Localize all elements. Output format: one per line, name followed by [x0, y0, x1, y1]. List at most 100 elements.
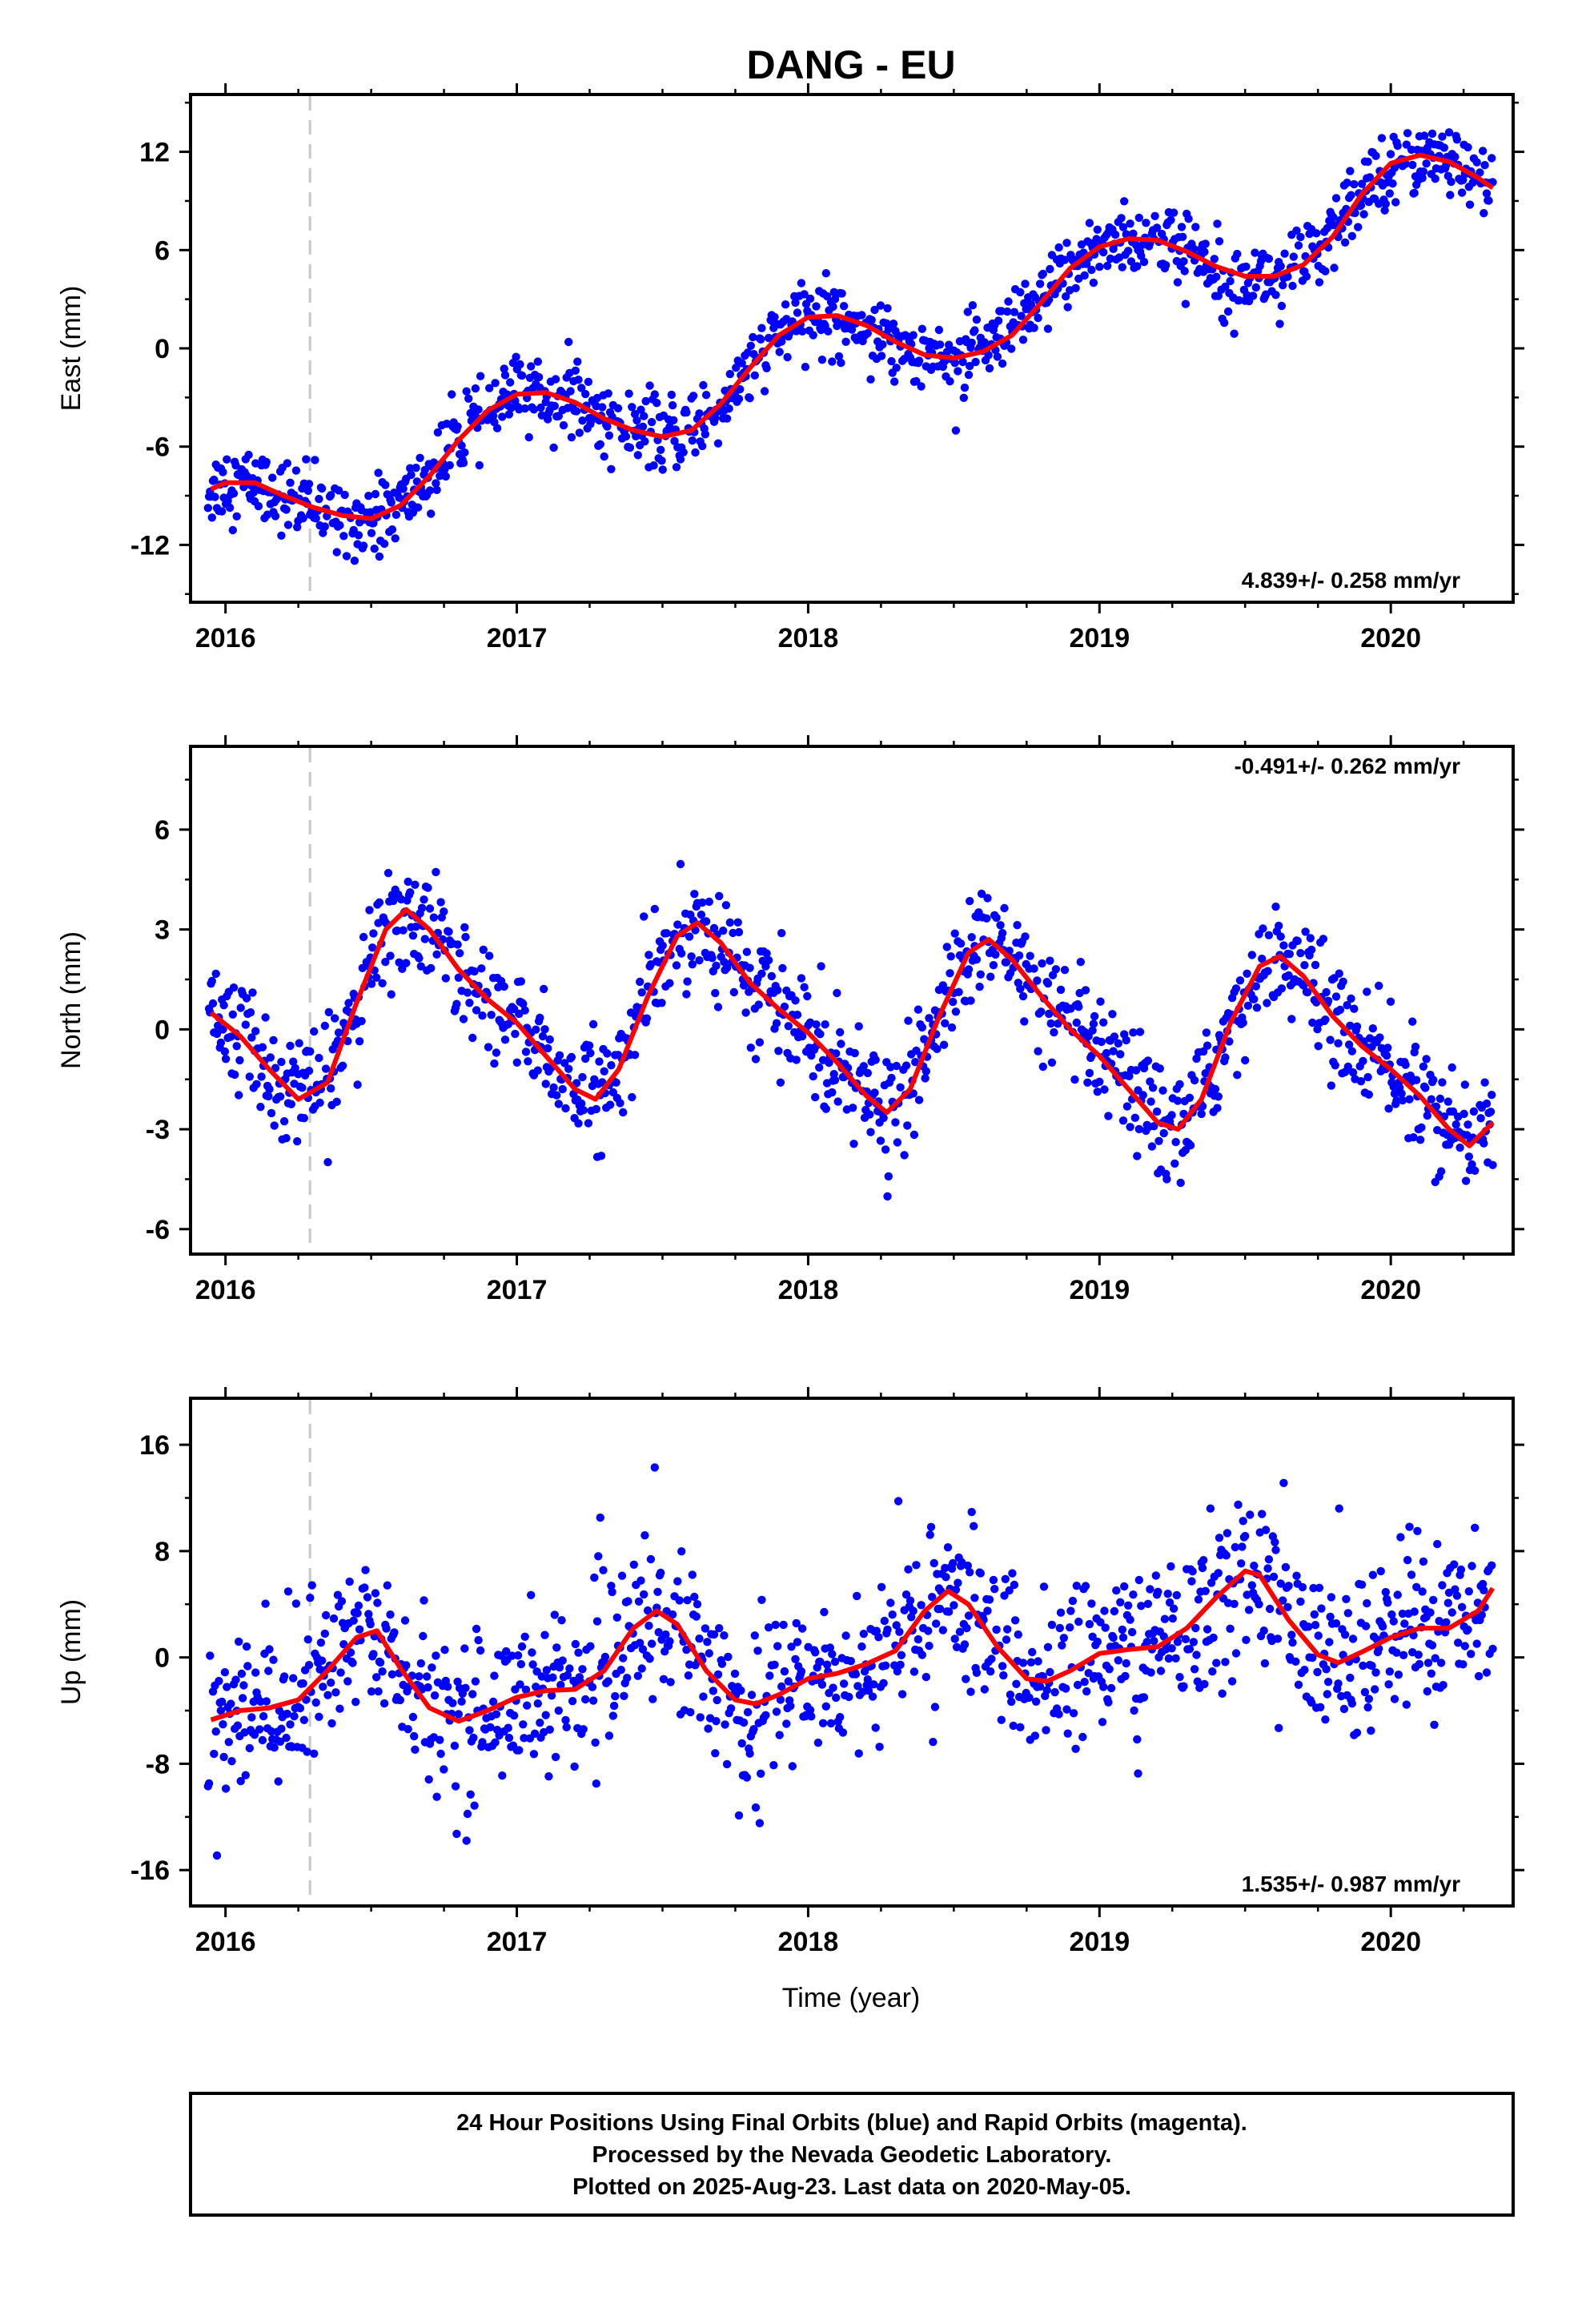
data-point [1226, 1624, 1235, 1634]
data-point [556, 1680, 565, 1690]
data-point [1221, 282, 1230, 292]
data-point [258, 1043, 267, 1051]
data-point [1276, 262, 1285, 271]
data-point [544, 1772, 553, 1781]
data-point [600, 1652, 610, 1662]
data-point [212, 1851, 222, 1860]
data-point [630, 1051, 640, 1059]
data-point [1405, 1522, 1414, 1531]
data-point [1095, 263, 1104, 271]
data-point [289, 1674, 298, 1683]
data-point [1034, 1657, 1042, 1666]
data-point [734, 927, 744, 937]
data-point [1109, 1633, 1118, 1642]
data-point [1202, 1028, 1211, 1037]
data-point [695, 1634, 704, 1643]
data-point [709, 1630, 719, 1639]
data-point [1030, 964, 1038, 973]
data-point [805, 294, 815, 304]
data-point [530, 1729, 540, 1738]
data-point [1163, 1590, 1172, 1598]
data-point [1263, 1564, 1272, 1573]
data-point [235, 1637, 243, 1647]
data-point [764, 1623, 773, 1632]
data-point [315, 494, 323, 504]
data-point [1275, 320, 1284, 328]
data-point [227, 1699, 235, 1708]
data-point [1152, 223, 1162, 232]
data-point [1348, 1068, 1358, 1077]
data-point [624, 1597, 632, 1606]
data-point [283, 1587, 293, 1596]
data-point [704, 1724, 713, 1733]
data-point [672, 463, 681, 472]
data-point [1476, 1114, 1485, 1123]
data-point [892, 1621, 901, 1630]
data-point [1464, 1587, 1474, 1596]
data-point [492, 1048, 501, 1057]
data-point [1047, 1058, 1057, 1068]
data-point [558, 1084, 567, 1094]
data-point [838, 1728, 848, 1737]
data-point [1193, 1677, 1203, 1686]
data-point [1467, 1650, 1476, 1659]
data-point [715, 891, 724, 901]
data-point [436, 1735, 444, 1744]
data-point [1189, 1638, 1199, 1647]
data-point [1210, 255, 1219, 263]
data-point [1078, 1732, 1087, 1742]
data-point [293, 1137, 302, 1146]
data-point [950, 1634, 959, 1643]
data-point [854, 1022, 863, 1031]
data-point [391, 534, 400, 543]
data-point [1175, 1673, 1184, 1682]
data-point [1251, 283, 1261, 292]
data-point [793, 1011, 802, 1019]
data-point [1302, 272, 1311, 281]
data-point [476, 372, 485, 380]
data-point [1293, 936, 1302, 946]
data-point [1423, 1687, 1432, 1696]
data-point [1264, 1555, 1274, 1564]
data-point [410, 1731, 419, 1741]
data-point [1386, 150, 1395, 159]
data-point [389, 896, 398, 906]
data-point [1130, 1706, 1138, 1715]
data-point [425, 486, 435, 495]
data-point [1255, 1600, 1263, 1609]
data-point [349, 1616, 358, 1625]
data-point [753, 1647, 762, 1655]
data-point [577, 1099, 586, 1108]
data-point [867, 316, 876, 324]
data-point [972, 316, 982, 324]
data-point [1477, 1610, 1487, 1619]
data-point [1367, 1661, 1376, 1671]
data-point [320, 1629, 329, 1638]
data-point [966, 1687, 975, 1696]
data-point [616, 1666, 625, 1675]
data-point [392, 926, 402, 935]
data-point [386, 1610, 395, 1619]
data-point [946, 377, 954, 386]
data-point [581, 1695, 590, 1704]
data-point [507, 404, 516, 412]
data-point [780, 1667, 789, 1676]
data-point [746, 341, 755, 350]
data-point [567, 1052, 576, 1062]
data-point [1452, 1591, 1462, 1600]
data-point [1201, 1586, 1210, 1596]
data-point [520, 1632, 529, 1641]
data-point [1046, 956, 1054, 965]
data-point [304, 1661, 314, 1670]
data-point [1315, 1583, 1324, 1593]
data-point [611, 1691, 620, 1701]
data-point [1143, 1056, 1153, 1065]
data-point [382, 1624, 391, 1633]
data-point [477, 964, 486, 973]
data-point [265, 1084, 274, 1094]
data-point [1030, 1731, 1040, 1740]
data-point [529, 1750, 539, 1759]
data-point [279, 1672, 289, 1681]
data-point [846, 1657, 856, 1666]
data-point [720, 1631, 729, 1640]
